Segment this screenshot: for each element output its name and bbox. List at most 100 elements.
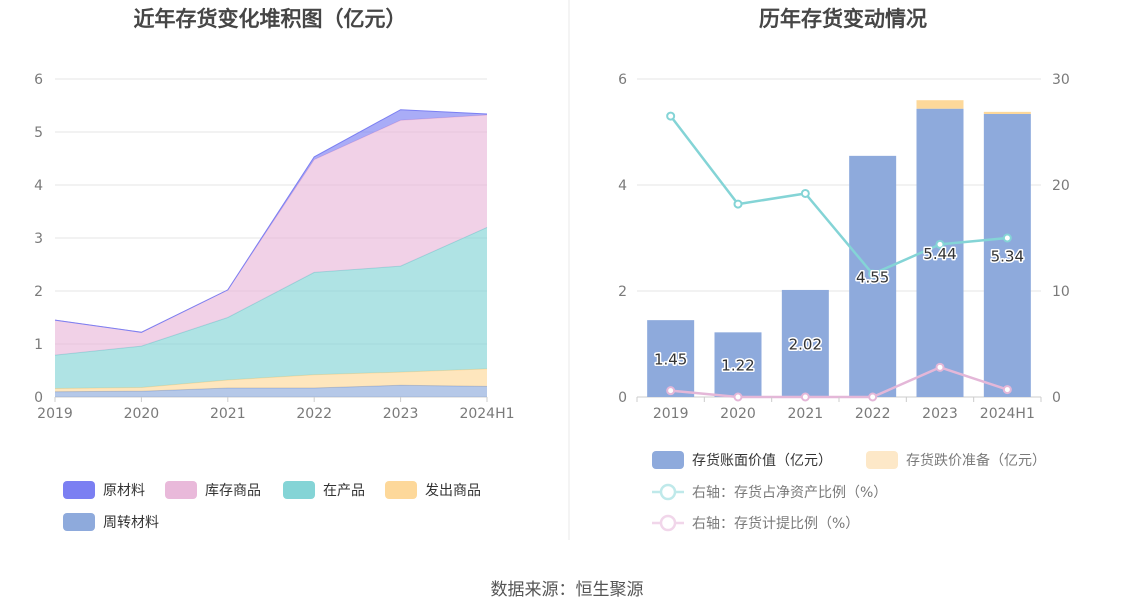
right-right-y-axis-ticks: 0 10 20 30 bbox=[1052, 72, 1070, 406]
left-x-tick-label: 2022 bbox=[296, 406, 332, 422]
left-legend-swatch bbox=[63, 481, 95, 499]
bar-stack-2024H1 bbox=[983, 111, 1031, 114]
right-legend-label: 右轴：存货计提比例（%） bbox=[692, 515, 859, 532]
area-库存商品 bbox=[55, 115, 487, 356]
left-legend-label: 原材料 bbox=[103, 483, 145, 499]
right-x-tick-label: 2019 bbox=[653, 406, 689, 422]
right-legend-label: 右轴：存货占净资产比例（%） bbox=[692, 484, 887, 501]
line-point-2021 bbox=[800, 392, 810, 402]
right-legend-label: 存货跌价准备（亿元） bbox=[906, 452, 1046, 469]
right-x-axis-ticks: 2019 2020 2021 2022 2023 2024H1 bbox=[636, 397, 1042, 422]
right-x-tick-label: 2024H1 bbox=[980, 406, 1035, 422]
right-legend-marker bbox=[659, 483, 677, 501]
area-top-line-原材料 bbox=[54, 109, 488, 333]
line-point-2022 bbox=[868, 269, 878, 279]
bar-stack-2023 bbox=[916, 100, 964, 109]
left-legend-item: 库存商品 bbox=[165, 481, 261, 499]
bar-data-label: 1.22 bbox=[721, 357, 754, 375]
right-legend-swatch bbox=[652, 451, 684, 469]
right-x-tick-label: 2022 bbox=[855, 406, 891, 422]
line-point-2020 bbox=[733, 392, 743, 402]
right-y2-tick-label: 20 bbox=[1052, 178, 1070, 194]
right-legend: 存货账面价值（亿元） 存货跌价准备（亿元） 右轴：存货占净资产比例（%） 右轴：存货计… bbox=[652, 451, 1046, 532]
line-point-2020 bbox=[733, 199, 743, 209]
left-y-axis-ticks: 0 1 2 3 4 5 6 bbox=[34, 72, 43, 406]
left-y-tick-label: 4 bbox=[34, 178, 43, 194]
right-y-tick-label: 6 bbox=[618, 72, 627, 88]
right-legend-swatch bbox=[866, 451, 898, 469]
line-右轴：存货占净资产比例（%） bbox=[669, 115, 1008, 276]
bar-data-label: 5.34 bbox=[991, 247, 1024, 265]
left-legend-label: 周转材料 bbox=[103, 515, 159, 531]
right-y2-tick-label: 30 bbox=[1052, 72, 1070, 88]
left-legend-swatch bbox=[63, 513, 95, 531]
area-在产品 bbox=[55, 227, 487, 389]
right-gridlines bbox=[637, 78, 1041, 398]
left-x-tick-label: 2019 bbox=[37, 406, 73, 422]
line-point-2024H1 bbox=[1002, 385, 1012, 395]
bar-data-label: 4.55 bbox=[856, 268, 889, 286]
line-point-2023 bbox=[935, 239, 945, 249]
bar-data-label: 2.02 bbox=[789, 335, 822, 353]
bar-data-label: 1.45 bbox=[654, 351, 687, 369]
left-legend-swatch bbox=[165, 481, 197, 499]
left-y-tick-label: 3 bbox=[34, 231, 43, 247]
line-point-2021 bbox=[800, 188, 810, 198]
right-legend-item: 右轴：存货计提比例（%） bbox=[652, 514, 859, 532]
left-y-tick-label: 2 bbox=[34, 284, 43, 300]
left-legend-item: 在产品 bbox=[283, 481, 365, 499]
right-x-tick-label: 2023 bbox=[922, 406, 958, 422]
line-point-2024H1 bbox=[1002, 233, 1012, 243]
right-legend-item: 右轴：存货占净资产比例（%） bbox=[652, 483, 887, 501]
left-x-tick-label: 2020 bbox=[124, 406, 160, 422]
left-legend-label: 库存商品 bbox=[205, 483, 261, 499]
right-y2-tick-label: 10 bbox=[1052, 284, 1070, 300]
left-area-series bbox=[54, 109, 488, 397]
right-bar-series bbox=[647, 100, 1031, 398]
left-chart-title: 近年存货变化堆积图（亿元） bbox=[134, 7, 407, 31]
bar-2023 bbox=[916, 108, 964, 398]
left-legend-swatch bbox=[385, 481, 417, 499]
left-x-axis-ticks: 2019 2020 2021 2022 2023 2024H1 bbox=[37, 397, 515, 422]
line-point-2022 bbox=[868, 392, 878, 402]
left-x-tick-label: 2024H1 bbox=[459, 406, 514, 422]
left-y-tick-label: 5 bbox=[34, 125, 43, 141]
bar-2020 bbox=[714, 332, 762, 397]
left-legend-label: 发出商品 bbox=[425, 483, 481, 499]
left-legend-swatch bbox=[283, 481, 315, 499]
bar-2021 bbox=[781, 289, 829, 397]
left-legend-item: 原材料 bbox=[63, 481, 145, 499]
left-y-tick-label: 1 bbox=[34, 337, 43, 353]
right-left-y-axis-ticks: 0 2 4 6 bbox=[618, 72, 627, 406]
left-x-tick-label: 2023 bbox=[383, 406, 419, 422]
right-x-tick-label: 2021 bbox=[788, 406, 824, 422]
right-x-tick-label: 2020 bbox=[720, 406, 756, 422]
area-周转材料 bbox=[55, 385, 487, 397]
line-point-2019 bbox=[666, 386, 676, 396]
line-point-2023 bbox=[935, 362, 945, 372]
data-source-footer: 数据来源：恒生聚源 bbox=[490, 580, 644, 600]
right-legend-marker bbox=[659, 514, 677, 532]
right-legend-item: 存货跌价准备（亿元） bbox=[866, 451, 1046, 469]
right-y-tick-label: 4 bbox=[618, 178, 627, 194]
bar-2024H1 bbox=[983, 113, 1031, 397]
bar-line-chart: 历年存货变动情况 1.45 1.22 2.02 4.55 5.44 5.34 0 2 4 6 0… bbox=[618, 7, 1070, 532]
right-y2-tick-label: 0 bbox=[1052, 390, 1061, 406]
right-y-tick-label: 2 bbox=[618, 284, 627, 300]
left-legend-item: 周转材料 bbox=[63, 513, 159, 531]
left-y-tick-label: 6 bbox=[34, 72, 43, 88]
right-legend-label: 存货账面价值（亿元） bbox=[692, 452, 832, 469]
right-bar-data-labels: 1.45 1.22 2.02 4.55 5.44 5.34 bbox=[652, 243, 1025, 376]
left-y-tick-label: 0 bbox=[34, 390, 43, 406]
left-legend-label: 在产品 bbox=[323, 483, 365, 499]
bar-2019 bbox=[647, 320, 695, 397]
right-chart-title: 历年存货变动情况 bbox=[759, 7, 927, 31]
line-point-2019 bbox=[666, 111, 676, 121]
bar-data-label: 5.44 bbox=[923, 245, 956, 263]
right-legend-item: 存货账面价值（亿元） bbox=[652, 451, 832, 469]
right-y-tick-label: 0 bbox=[618, 390, 627, 406]
left-x-tick-label: 2021 bbox=[210, 406, 246, 422]
